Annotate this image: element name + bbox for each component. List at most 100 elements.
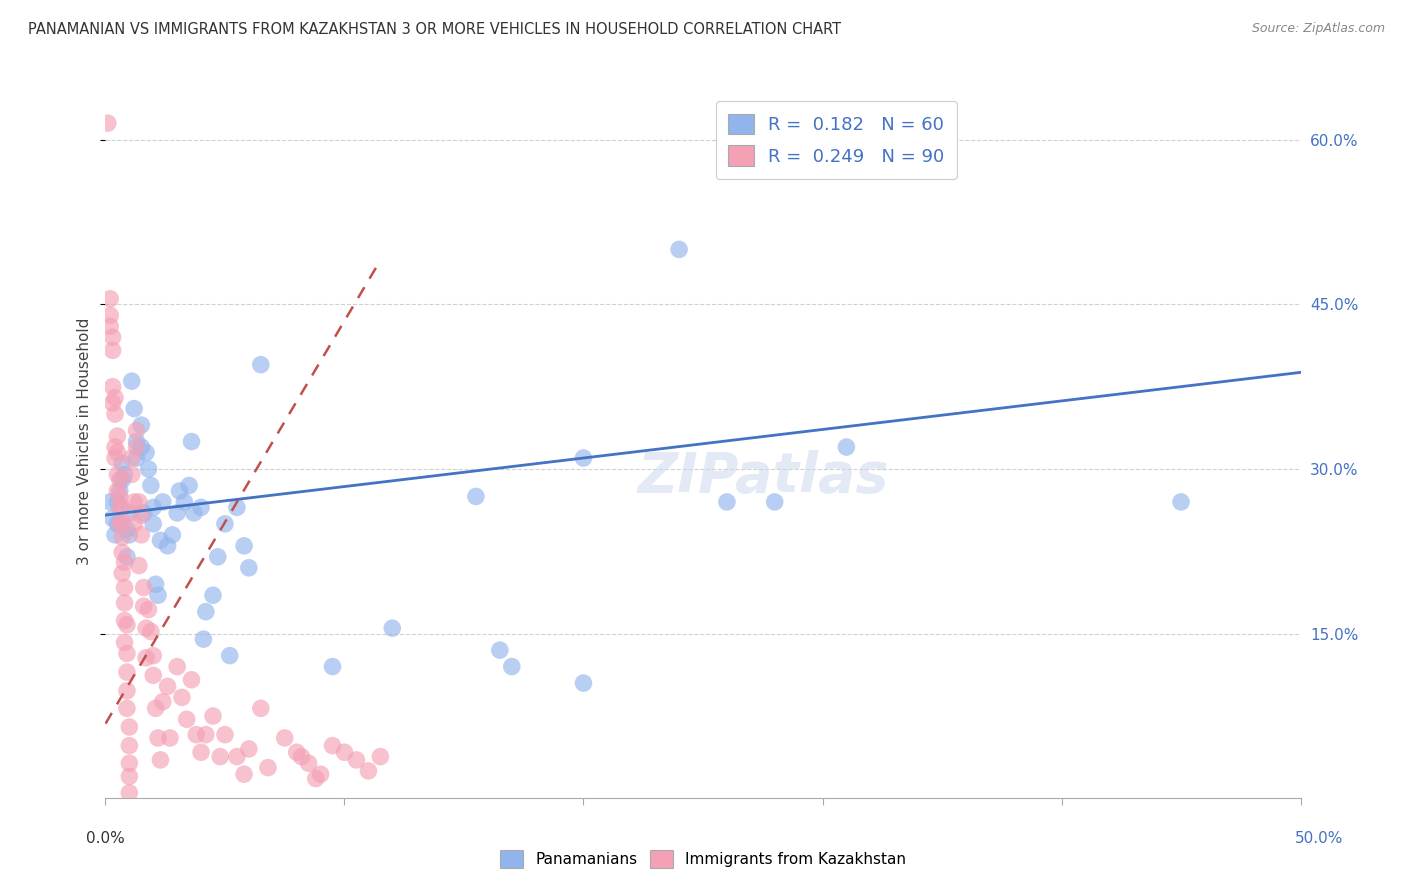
Point bbox=[333, 745, 356, 759]
Text: 0.0%: 0.0% bbox=[86, 831, 125, 846]
Point bbox=[122, 495, 145, 509]
Point bbox=[193, 632, 215, 647]
Point bbox=[115, 701, 138, 715]
Point bbox=[135, 650, 157, 665]
Point bbox=[114, 555, 136, 569]
Point bbox=[501, 659, 523, 673]
Point bbox=[250, 358, 273, 372]
Point bbox=[170, 690, 193, 705]
Point bbox=[139, 624, 162, 639]
Point bbox=[101, 396, 124, 410]
Point bbox=[156, 539, 179, 553]
Point bbox=[716, 495, 738, 509]
Point bbox=[145, 701, 167, 715]
Point bbox=[108, 516, 131, 531]
Point bbox=[111, 457, 134, 471]
Point bbox=[104, 440, 127, 454]
Point bbox=[121, 467, 143, 482]
Point bbox=[138, 602, 160, 616]
Point bbox=[132, 581, 155, 595]
Point bbox=[173, 495, 195, 509]
Point bbox=[129, 440, 153, 454]
Point bbox=[233, 767, 256, 781]
Point bbox=[194, 605, 217, 619]
Point bbox=[97, 116, 120, 130]
Point bbox=[138, 462, 160, 476]
Point bbox=[125, 424, 148, 438]
Point bbox=[233, 539, 256, 553]
Point bbox=[115, 618, 138, 632]
Point bbox=[209, 749, 232, 764]
Point bbox=[129, 508, 153, 522]
Point bbox=[129, 418, 153, 433]
Point bbox=[121, 450, 143, 465]
Point bbox=[464, 490, 488, 504]
Point bbox=[381, 621, 404, 635]
Point bbox=[108, 500, 131, 515]
Point bbox=[118, 506, 141, 520]
Point bbox=[166, 659, 188, 673]
Point bbox=[202, 709, 225, 723]
Point bbox=[346, 753, 368, 767]
Point bbox=[142, 668, 165, 682]
Point bbox=[118, 739, 141, 753]
Point bbox=[146, 731, 169, 745]
Point bbox=[273, 731, 295, 745]
Text: PANAMANIAN VS IMMIGRANTS FROM KAZAKHSTAN 3 OR MORE VEHICLES IN HOUSEHOLD CORRELA: PANAMANIAN VS IMMIGRANTS FROM KAZAKHSTAN… bbox=[28, 22, 841, 37]
Text: Source: ZipAtlas.com: Source: ZipAtlas.com bbox=[1251, 22, 1385, 36]
Point bbox=[207, 549, 229, 564]
Point bbox=[368, 749, 391, 764]
Point bbox=[115, 665, 138, 679]
Point bbox=[107, 445, 129, 459]
Point bbox=[305, 772, 328, 786]
Point bbox=[214, 728, 236, 742]
Point bbox=[190, 745, 212, 759]
Point bbox=[572, 450, 595, 465]
Point bbox=[146, 588, 169, 602]
Point bbox=[225, 749, 249, 764]
Point bbox=[104, 407, 127, 421]
Point bbox=[250, 701, 273, 715]
Point bbox=[145, 577, 167, 591]
Y-axis label: 3 or more Vehicles in Household: 3 or more Vehicles in Household bbox=[77, 318, 93, 566]
Point bbox=[142, 500, 165, 515]
Legend: R =  0.182   N = 60, R =  0.249   N = 90: R = 0.182 N = 60, R = 0.249 N = 90 bbox=[716, 101, 957, 178]
Point bbox=[218, 648, 240, 663]
Point bbox=[156, 679, 179, 693]
Point bbox=[104, 528, 127, 542]
Point bbox=[128, 495, 150, 509]
Point bbox=[115, 647, 138, 661]
Point bbox=[129, 528, 153, 542]
Point bbox=[115, 683, 138, 698]
Point bbox=[108, 483, 131, 498]
Point bbox=[115, 522, 138, 536]
Point bbox=[114, 635, 136, 649]
Point bbox=[668, 243, 690, 257]
Point bbox=[114, 596, 136, 610]
Point bbox=[125, 434, 148, 449]
Point bbox=[357, 764, 380, 778]
Point bbox=[177, 478, 201, 492]
Point bbox=[290, 749, 312, 764]
Point bbox=[159, 731, 181, 745]
Point bbox=[101, 330, 124, 344]
Point bbox=[309, 767, 332, 781]
Legend: Panamanians, Immigrants from Kazakhstan: Panamanians, Immigrants from Kazakhstan bbox=[494, 844, 912, 873]
Point bbox=[180, 434, 202, 449]
Point bbox=[101, 379, 124, 393]
Point bbox=[121, 374, 143, 388]
Point bbox=[114, 581, 136, 595]
Point bbox=[98, 292, 121, 306]
Point bbox=[111, 530, 134, 544]
Point bbox=[321, 739, 344, 753]
Point bbox=[835, 440, 858, 454]
Point bbox=[114, 467, 136, 482]
Point bbox=[107, 516, 129, 531]
Point bbox=[139, 478, 162, 492]
Point bbox=[111, 566, 134, 581]
Point bbox=[572, 676, 595, 690]
Point bbox=[104, 391, 127, 405]
Point bbox=[149, 533, 172, 548]
Point bbox=[238, 561, 260, 575]
Text: ZIPatlas: ZIPatlas bbox=[637, 450, 889, 504]
